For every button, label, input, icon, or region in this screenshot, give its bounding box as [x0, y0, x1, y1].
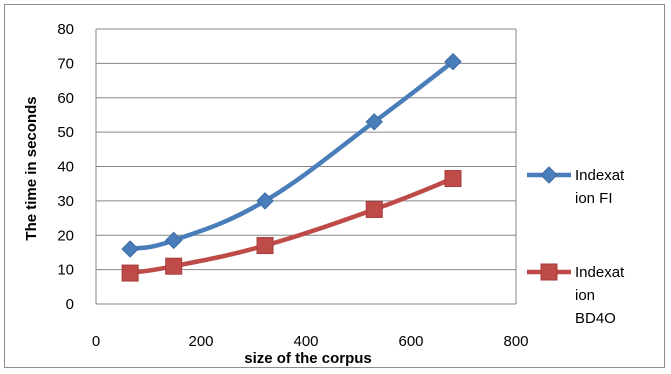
y-tick-label: 70: [57, 55, 74, 72]
y-tick-label: 10: [57, 262, 74, 279]
data-point: [256, 237, 274, 255]
y-axis-title: The time in seconds: [23, 96, 40, 240]
data-point: [444, 170, 462, 188]
data-point: [164, 231, 183, 250]
y-tick-label: 30: [57, 193, 74, 210]
series-line: [127, 59, 456, 252]
legend-item: Indexat ion BD4O: [527, 263, 625, 327]
series-layer: [121, 52, 462, 282]
y-axis-ticks: 0 10 20 30 40 50 60 70 80: [57, 21, 74, 313]
legend-item: Indexat ion FI: [527, 166, 625, 207]
legend-label: ion FI: [575, 190, 613, 207]
x-tick-label: 400: [293, 333, 318, 350]
legend: Indexat ion FI Indexat ion BD4O: [527, 166, 625, 327]
legend-label: BD4O: [575, 310, 616, 327]
data-point: [365, 200, 383, 218]
data-point: [121, 264, 139, 282]
legend-label: ion: [575, 287, 595, 304]
y-tick-label: 20: [57, 227, 74, 244]
y-tick-label: 50: [57, 124, 74, 141]
legend-label: Indexat: [575, 167, 625, 184]
x-axis-ticks: 0 200 400 600 800: [92, 333, 529, 350]
legend-marker: [540, 263, 558, 281]
x-axis-title: size of the corpus: [244, 350, 372, 367]
legend-label: Indexat: [575, 264, 625, 281]
x-tick-label: 0: [92, 333, 100, 350]
data-point: [444, 52, 462, 71]
series-1: [121, 52, 462, 258]
x-tick-label: 200: [188, 333, 213, 350]
series-2: [121, 170, 462, 282]
y-tick-label: 40: [57, 159, 74, 176]
data-point: [256, 192, 274, 210]
x-tick-label: 600: [398, 333, 423, 350]
y-tick-label: 0: [66, 296, 74, 313]
x-tick-label: 800: [503, 333, 528, 350]
y-tick-label: 80: [57, 21, 74, 38]
data-point: [365, 113, 383, 131]
legend-marker: [540, 166, 558, 184]
data-point: [121, 240, 139, 258]
chart-frame: [4, 4, 665, 368]
y-tick-label: 60: [57, 90, 74, 107]
data-point: [165, 257, 183, 275]
